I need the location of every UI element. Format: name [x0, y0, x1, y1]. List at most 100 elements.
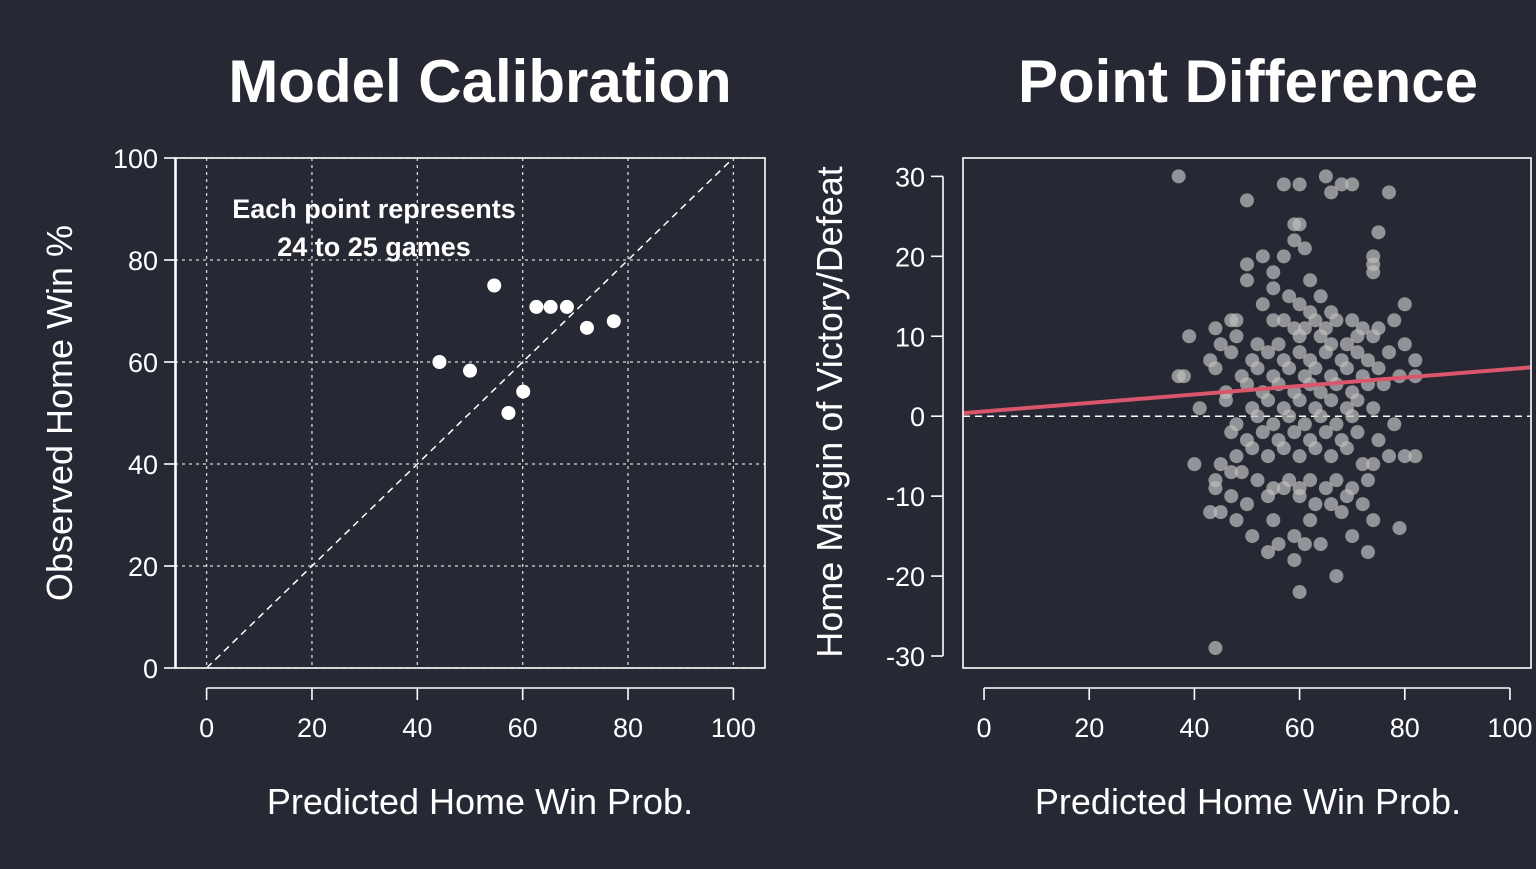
- calibration-x-axis: 0 20 40 60 80 100: [199, 687, 756, 743]
- point-difference-point: [1408, 353, 1423, 368]
- point-difference-point: [1266, 281, 1281, 296]
- point-difference-point: [1334, 505, 1349, 520]
- point-difference-point: [1360, 353, 1375, 368]
- point-difference-point: [1408, 449, 1423, 464]
- point-difference-point: [1371, 433, 1386, 448]
- point-difference-points: [1171, 169, 1423, 656]
- point-difference-point: [1387, 417, 1402, 432]
- point-difference-point: [1397, 297, 1412, 312]
- point-difference-point: [1303, 473, 1318, 488]
- calibration-annotation-line-1: Each point represents: [232, 194, 516, 224]
- point-difference-point: [1297, 241, 1312, 256]
- point-difference-point: [1366, 265, 1381, 280]
- point-difference-point: [1292, 177, 1307, 192]
- calibration-point: [579, 320, 594, 335]
- point-difference-point: [1282, 361, 1297, 376]
- calibration-reference-line: [206, 157, 734, 669]
- calibration-point: [501, 406, 516, 420]
- point-difference-point: [1276, 177, 1291, 192]
- calibration-y-tick-label: 20: [128, 552, 158, 582]
- calibration-y-tick-label: 0: [143, 654, 158, 684]
- point-difference-point: [1371, 225, 1386, 240]
- point-difference-point: [1266, 417, 1281, 432]
- point-difference-x-tick-label: 80: [1390, 713, 1420, 743]
- point-difference-point: [1324, 393, 1339, 408]
- point-difference-point: [1229, 513, 1244, 528]
- point-difference-y-tick-label: 10: [895, 322, 925, 352]
- point-difference-point: [1366, 401, 1381, 416]
- point-difference-point: [1261, 345, 1276, 360]
- point-difference-point: [1208, 321, 1223, 336]
- point-difference-point: [1255, 297, 1270, 312]
- calibration-y-tick-label: 80: [128, 246, 158, 276]
- point-difference-point: [1339, 489, 1354, 504]
- point-difference-point: [1339, 361, 1354, 376]
- point-difference-point: [1261, 449, 1276, 464]
- point-difference-point: [1255, 249, 1270, 264]
- point-difference-point: [1382, 345, 1396, 360]
- point-difference-point: [1282, 409, 1297, 424]
- point-difference-point: [1250, 337, 1265, 352]
- point-difference-point: [1387, 313, 1402, 328]
- point-difference-point: [1292, 345, 1307, 360]
- point-difference-point: [1329, 569, 1344, 584]
- point-difference-title: Point Difference: [1018, 48, 1478, 115]
- point-difference-point: [1240, 497, 1254, 512]
- point-difference-point: [1366, 457, 1381, 472]
- point-difference-point: [1318, 425, 1333, 440]
- calibration-x-tick-label: 0: [199, 713, 214, 743]
- point-difference-point: [1208, 481, 1223, 496]
- point-difference-point: [1224, 465, 1239, 480]
- point-difference-point: [1308, 497, 1323, 512]
- point-difference-point: [1276, 249, 1291, 264]
- point-difference-point: [1292, 217, 1307, 232]
- point-difference-point: [1287, 529, 1302, 544]
- point-difference-point: [1292, 489, 1307, 504]
- point-difference-x-tick-label: 40: [1179, 713, 1209, 743]
- point-difference-point: [1360, 545, 1375, 560]
- point-difference-point: [1271, 337, 1286, 352]
- calibration-point: [559, 299, 574, 314]
- point-difference-point: [1397, 337, 1412, 352]
- point-difference-point: [1345, 313, 1360, 328]
- point-difference-point: [1276, 481, 1291, 496]
- point-difference-point: [1313, 537, 1328, 552]
- point-difference-point: [1313, 385, 1328, 400]
- point-difference-point: [1318, 481, 1333, 496]
- point-difference-point: [1292, 393, 1307, 408]
- calibration-point: [529, 299, 544, 314]
- point-difference-point: [1208, 641, 1223, 656]
- point-difference-point: [1313, 289, 1328, 304]
- point-difference-point: [1339, 337, 1354, 352]
- point-difference-point: [1261, 545, 1276, 560]
- calibration-y-tick-label: 60: [128, 348, 158, 378]
- point-difference-point: [1324, 449, 1339, 464]
- point-difference-point: [1250, 473, 1265, 488]
- point-difference-plot-frame: [962, 157, 1532, 669]
- point-difference-point: [1329, 417, 1344, 432]
- point-difference-y-tick-label: 20: [895, 242, 925, 272]
- point-difference-x-tick-label: 100: [1487, 713, 1532, 743]
- calibration-y-axis: 0 20 40 60 80 100: [113, 144, 177, 684]
- point-difference-point: [1292, 585, 1307, 600]
- point-difference-point: [1282, 289, 1297, 304]
- point-difference-point: [1245, 529, 1260, 544]
- calibration-point: [516, 384, 531, 399]
- point-difference-regression-line: [962, 365, 1532, 416]
- point-difference-point: [1324, 185, 1339, 200]
- point-difference-point: [1324, 497, 1339, 512]
- point-difference-y-tick-label: -20: [886, 562, 925, 592]
- point-difference-point: [1350, 329, 1365, 344]
- point-difference-point: [1318, 169, 1333, 184]
- point-difference-point: [1382, 449, 1396, 464]
- point-difference-point: [1203, 505, 1218, 520]
- point-difference-point: [1350, 425, 1365, 440]
- point-difference-point: [1292, 449, 1307, 464]
- point-difference-point: [1224, 345, 1239, 360]
- calibration-point: [487, 278, 502, 293]
- point-difference-point: [1224, 489, 1239, 504]
- point-difference-y-tick-label: 30: [895, 162, 925, 192]
- point-difference-point: [1250, 409, 1265, 424]
- point-difference-point: [1266, 265, 1281, 280]
